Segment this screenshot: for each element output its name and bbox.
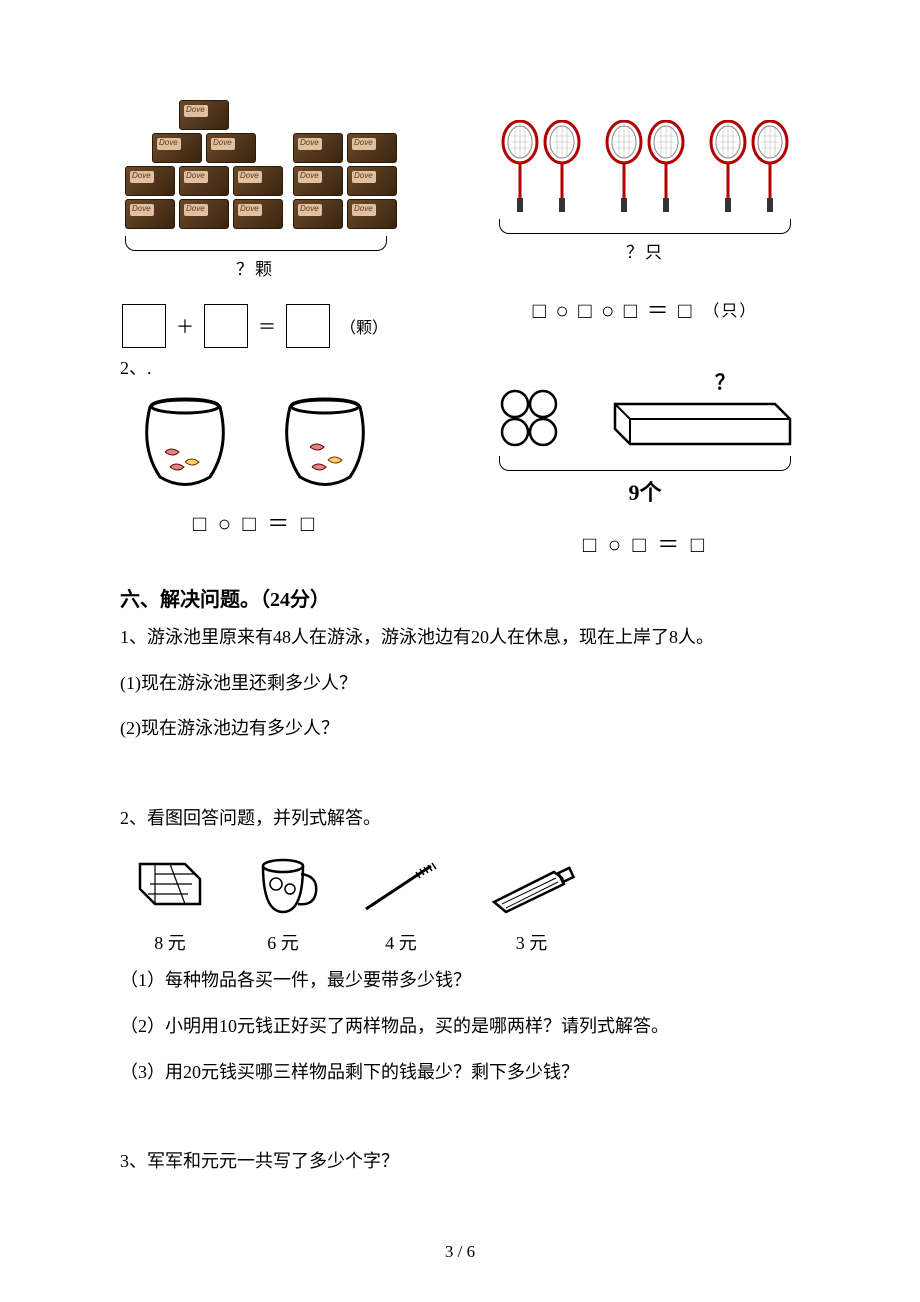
item-toothbrush: 4 元 — [356, 854, 446, 955]
price-label: 4 元 — [385, 929, 417, 955]
candy-icon — [179, 100, 229, 130]
balls-box-diagram: ？ — [495, 384, 795, 464]
racket-icon — [750, 120, 790, 215]
q2-right-block: ？ 9个 □ ○ □ ＝ □ — [490, 384, 800, 559]
candy-icon — [125, 199, 175, 229]
candy-icon — [179, 166, 229, 196]
equals-sign: ＝ — [258, 313, 276, 339]
items-row: 8 元 6 元 4 元 3 元 — [130, 854, 800, 955]
balls-box-svg — [495, 384, 795, 464]
racket-icon — [604, 120, 644, 215]
section6-title: 六、解决问题。（24分） — [120, 583, 800, 612]
s6-p2: 2、看图回答问题，并列式解答。 — [120, 799, 800, 839]
q1-left-label: ？颗 — [125, 255, 385, 280]
s6-p2a: （1）每种物品各买一件，最少要带多少钱？ — [120, 961, 800, 1001]
q1-left-equation: ＋ ＝ （颗） — [122, 304, 388, 348]
s6-p2b: （2）小明用10元钱正好买了两样物品，买的是哪两样？请列式解答。 — [120, 1007, 800, 1047]
racket-icon — [500, 120, 540, 215]
fishbowl-icon — [130, 392, 240, 492]
toothbrush-icon — [356, 854, 446, 919]
page-footer: 3 / 6 — [0, 1242, 920, 1262]
s6-p1a: (1)现在游泳池里还剩多少人？ — [120, 664, 800, 704]
candy-icon — [206, 133, 256, 163]
q1-left-block: ？颗 ＋ ＝ （颗） — [120, 100, 390, 348]
q1-right-label: ？只 — [626, 238, 664, 263]
candy-icon — [347, 166, 397, 196]
candy-icon — [347, 133, 397, 163]
q2-row: □ ○ □ ＝ □ ？ 9个 □ ○ □ ＝ □ — [120, 384, 800, 559]
s6-p1: 1、游泳池里原来有48人在游泳，游泳池边有20人在休息，现在上岸了8人。 — [120, 618, 800, 658]
racket-icon — [542, 120, 582, 215]
toothpaste-icon — [484, 854, 579, 919]
fishbowl-icon — [270, 392, 380, 492]
answer-box[interactable] — [286, 304, 330, 348]
bracket-icon — [125, 236, 387, 251]
bracket-icon — [499, 219, 791, 234]
candy-icon — [293, 166, 343, 196]
q1-right-equation: □ ○ □ ○ □ ＝ □ （只） — [533, 293, 758, 325]
plus-sign: ＋ — [176, 313, 194, 339]
s6-p3: 3、军军和元元一共写了多少个字？ — [120, 1142, 800, 1182]
candy-icon — [233, 199, 283, 229]
candy-icon — [233, 166, 283, 196]
s6-p2c: （3）用20元钱买哪三样物品剩下的钱最少？剩下多少钱？ — [120, 1053, 800, 1093]
candy-icon — [293, 133, 343, 163]
q2-left-block: □ ○ □ ＝ □ — [120, 384, 390, 538]
bowl-diagram — [130, 392, 380, 492]
answer-box[interactable] — [122, 304, 166, 348]
item-toothpaste: 3 元 — [484, 854, 579, 955]
s6-p1b: (2)现在游泳池边有多少人？ — [120, 709, 800, 749]
unit-label: （颗） — [340, 314, 388, 338]
price-label: 8 元 — [154, 929, 186, 955]
candy-icon — [152, 133, 202, 163]
towel-icon — [130, 854, 210, 919]
candy-diagram: ？颗 — [125, 100, 385, 280]
racket-diagram — [500, 100, 790, 215]
cup-icon — [248, 854, 318, 919]
price-label: 6 元 — [267, 929, 299, 955]
item-cup: 6 元 — [248, 854, 318, 955]
answer-box[interactable] — [204, 304, 248, 348]
racket-icon — [708, 120, 748, 215]
candy-icon — [347, 199, 397, 229]
question-mark: ？ — [715, 366, 735, 395]
candy-icon — [125, 166, 175, 196]
total-label: 9个 — [628, 475, 661, 507]
worksheet-page: ？颗 ＋ ＝ （颗） — [0, 0, 920, 1302]
q2-label: 2、. — [120, 354, 800, 380]
shape-equation[interactable]: □ ○ □ ○ □ ＝ □ — [533, 293, 694, 325]
q2-left-equation[interactable]: □ ○ □ ＝ □ — [193, 506, 317, 538]
price-label: 3 元 — [516, 929, 548, 955]
candy-icon — [179, 199, 229, 229]
unit-label: （只） — [703, 297, 757, 321]
racket-icon — [646, 120, 686, 215]
q1-row: ？颗 ＋ ＝ （颗） — [120, 100, 800, 348]
item-towel: 8 元 — [130, 854, 210, 955]
q1-right-block: ？只 □ ○ □ ○ □ ＝ □ （只） — [490, 100, 800, 325]
candy-icon — [293, 199, 343, 229]
q2-right-equation[interactable]: □ ○ □ ＝ □ — [583, 527, 707, 559]
